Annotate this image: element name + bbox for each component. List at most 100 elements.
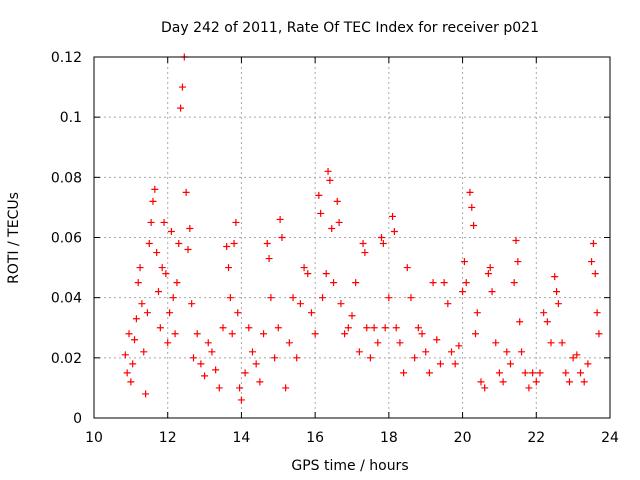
data-point — [184, 246, 192, 254]
data-point — [204, 339, 212, 347]
data-point — [551, 273, 559, 281]
data-point — [359, 240, 367, 248]
data-point — [348, 312, 356, 320]
data-point — [573, 351, 581, 359]
data-point — [197, 360, 205, 368]
x-tick-label: 12 — [159, 430, 177, 446]
data-point — [225, 264, 233, 272]
data-point — [304, 270, 312, 278]
data-point — [460, 258, 468, 266]
data-point — [143, 309, 151, 317]
x-tick-label: 18 — [380, 430, 398, 446]
data-point — [228, 330, 236, 338]
data-point — [167, 227, 175, 235]
data-point — [166, 309, 174, 317]
data-point — [381, 324, 389, 332]
data-point — [241, 369, 249, 377]
data-point — [462, 279, 470, 287]
data-point — [153, 249, 161, 257]
data-point — [436, 360, 444, 368]
data-point — [361, 249, 369, 257]
y-tick-label: 0.1 — [60, 110, 82, 126]
data-point — [307, 309, 315, 317]
data-points — [121, 53, 603, 404]
data-point — [337, 300, 345, 308]
data-point — [363, 324, 371, 332]
data-point — [234, 309, 242, 317]
data-point — [138, 300, 146, 308]
data-point — [248, 348, 256, 356]
data-point — [400, 369, 408, 377]
data-point — [300, 264, 308, 272]
y-tick-label: 0.04 — [51, 291, 82, 307]
axis-ticks — [93, 56, 611, 419]
data-point — [558, 339, 566, 347]
data-point — [580, 378, 588, 386]
data-point — [162, 270, 170, 278]
data-point — [540, 309, 548, 317]
data-point — [265, 255, 273, 263]
data-point — [252, 360, 260, 368]
data-point — [591, 270, 599, 278]
data-point — [459, 288, 467, 296]
data-point — [134, 279, 142, 287]
data-point — [151, 185, 159, 193]
data-point — [289, 294, 297, 302]
data-point — [389, 212, 397, 220]
data-point — [553, 288, 561, 296]
data-point — [171, 330, 179, 338]
data-point — [510, 279, 518, 287]
data-point — [132, 315, 140, 323]
data-point — [127, 378, 135, 386]
y-tick-label: 0.06 — [51, 231, 82, 247]
data-point — [521, 369, 529, 377]
data-point — [293, 354, 301, 362]
y-axis-title: ROTI / TECUs — [6, 192, 22, 284]
data-point — [245, 324, 253, 332]
grid-lines — [94, 57, 610, 418]
data-point — [142, 390, 150, 398]
data-point — [326, 176, 334, 184]
data-point — [296, 300, 304, 308]
data-point — [175, 240, 183, 248]
data-point — [385, 294, 393, 302]
x-tick-label: 10 — [85, 430, 103, 446]
data-point — [593, 309, 601, 317]
x-axis-title: GPS time / hours — [291, 458, 408, 474]
data-point — [333, 197, 341, 205]
data-point — [156, 324, 164, 332]
data-point — [547, 339, 555, 347]
x-tick-label: 22 — [527, 430, 545, 446]
data-point — [536, 369, 544, 377]
data-point — [589, 240, 597, 248]
data-point — [451, 360, 459, 368]
data-point — [390, 227, 398, 235]
data-point — [131, 336, 139, 344]
y-tick-label: 0.12 — [51, 50, 82, 66]
data-point — [274, 324, 282, 332]
data-point — [158, 264, 166, 272]
data-point — [392, 324, 400, 332]
data-point — [232, 218, 240, 226]
data-point — [149, 197, 157, 205]
data-point — [173, 279, 181, 287]
data-point — [317, 209, 325, 217]
data-point — [514, 258, 522, 266]
data-point — [429, 279, 437, 287]
data-point — [374, 339, 382, 347]
data-point — [492, 339, 500, 347]
data-point — [230, 240, 238, 248]
x-tick-label: 16 — [306, 430, 324, 446]
data-point — [484, 270, 492, 278]
data-point — [569, 354, 577, 362]
data-point — [344, 324, 352, 332]
data-point — [190, 354, 198, 362]
data-point — [565, 378, 573, 386]
data-point — [584, 360, 592, 368]
tick-labels: 10 12 14 16 18 20 22 24 0 0.02 0.04 0.06 0.08 0.1 0.12 — [51, 50, 619, 446]
data-point — [506, 360, 514, 368]
data-point — [311, 330, 319, 338]
data-point — [481, 384, 489, 392]
